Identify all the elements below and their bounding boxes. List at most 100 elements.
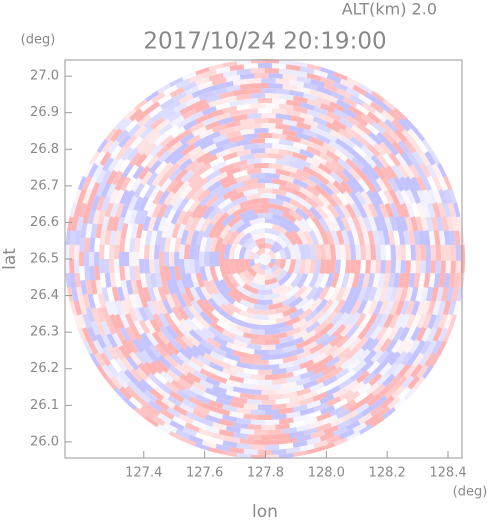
echo-cell xyxy=(447,202,457,220)
echo-cell xyxy=(179,131,196,145)
echo-cell xyxy=(190,298,203,315)
echo-cell xyxy=(163,250,170,267)
echo-cell xyxy=(232,230,246,246)
echo-cell xyxy=(384,338,398,355)
echo-cell xyxy=(374,259,381,275)
echo-cell xyxy=(431,163,444,180)
echo-cell xyxy=(308,430,326,440)
echo-cell xyxy=(180,397,197,410)
echo-cell xyxy=(398,230,406,247)
echo-cell xyxy=(206,436,224,446)
echo-cell xyxy=(106,168,119,185)
echo-cell xyxy=(252,313,269,321)
echo-cell xyxy=(306,98,324,109)
echo-cell xyxy=(143,114,160,129)
echo-cell xyxy=(234,258,243,275)
echo-cell xyxy=(101,194,112,212)
echo-cell xyxy=(176,196,190,213)
echo-cell xyxy=(443,175,455,193)
echo-cell xyxy=(207,205,222,221)
echo-cell xyxy=(281,294,297,307)
echo-cell xyxy=(350,124,367,139)
echo-cell xyxy=(207,297,221,312)
echo-cell xyxy=(229,109,246,118)
echo-cell xyxy=(264,328,280,335)
echo-cell xyxy=(421,138,436,155)
echo-cell xyxy=(168,389,185,403)
echo-cell xyxy=(177,412,194,425)
echo-cell xyxy=(445,259,451,276)
echo-cell xyxy=(320,364,337,377)
echo-cell xyxy=(323,93,340,105)
echo-cell xyxy=(167,110,184,123)
echo-cell xyxy=(352,391,369,405)
echo-cell xyxy=(437,175,449,193)
echo-cell xyxy=(246,266,257,278)
echo-cell xyxy=(124,324,137,342)
echo-cell xyxy=(341,216,352,233)
echo-cell xyxy=(376,384,392,400)
echo-cell xyxy=(101,214,110,232)
echo-cell xyxy=(246,203,263,211)
echo-cell xyxy=(283,446,301,455)
echo-cell xyxy=(316,311,331,326)
echo-cell xyxy=(208,62,226,71)
echo-cell xyxy=(189,243,196,259)
echo-cell xyxy=(142,285,152,303)
echo-cell xyxy=(274,341,291,350)
echo-cell xyxy=(202,115,219,127)
echo-cell xyxy=(297,308,313,321)
echo-cell xyxy=(275,123,292,131)
echo-cell xyxy=(290,272,303,289)
echo-cell xyxy=(374,372,390,388)
echo-cell xyxy=(137,336,151,353)
echo-cell xyxy=(162,311,176,328)
echo-cell xyxy=(84,264,91,281)
echo-cell xyxy=(372,338,386,354)
echo-cell xyxy=(351,230,361,247)
echo-cell xyxy=(257,97,274,104)
echo-cell xyxy=(148,387,164,401)
echo-cell xyxy=(421,189,433,206)
echo-cell xyxy=(109,126,125,143)
echo-cell xyxy=(385,244,391,261)
echo-cell xyxy=(338,128,354,141)
echo-cell xyxy=(309,125,327,137)
echo-cell xyxy=(179,258,186,274)
echo-cell xyxy=(405,244,411,261)
echo-cell xyxy=(158,250,165,267)
echo-cell xyxy=(429,150,443,167)
echo-cell xyxy=(158,122,174,136)
echo-cell xyxy=(265,248,271,254)
echo-cell xyxy=(319,76,337,87)
echo-cell xyxy=(159,133,176,148)
echo-cell xyxy=(143,305,155,322)
echo-cell xyxy=(357,178,371,194)
echo-cell xyxy=(330,192,345,208)
echo-cell xyxy=(308,174,324,188)
echo-cell xyxy=(359,244,366,261)
echo-cell xyxy=(322,131,339,144)
echo-cell xyxy=(270,264,279,273)
echo-cell xyxy=(139,243,145,259)
echo-cell xyxy=(71,312,82,330)
echo-cell xyxy=(188,355,205,369)
echo-cell xyxy=(438,230,446,247)
echo-cell xyxy=(300,298,316,313)
echo-cell xyxy=(223,258,232,275)
echo-cell xyxy=(417,352,431,369)
echo-cell xyxy=(200,326,216,340)
echo-cell xyxy=(367,230,376,247)
echo-cell xyxy=(259,424,276,430)
echo-cell xyxy=(282,154,299,164)
echo-cell xyxy=(166,221,176,239)
echo-cell xyxy=(265,93,282,99)
echo-cell xyxy=(79,249,85,267)
echo-cell xyxy=(329,101,346,113)
echo-cell xyxy=(212,133,229,144)
echo-cell xyxy=(368,404,385,418)
echo-cell xyxy=(285,64,303,72)
echo-cell xyxy=(120,278,129,296)
echo-cell xyxy=(224,242,232,259)
echo-cell xyxy=(77,187,88,204)
